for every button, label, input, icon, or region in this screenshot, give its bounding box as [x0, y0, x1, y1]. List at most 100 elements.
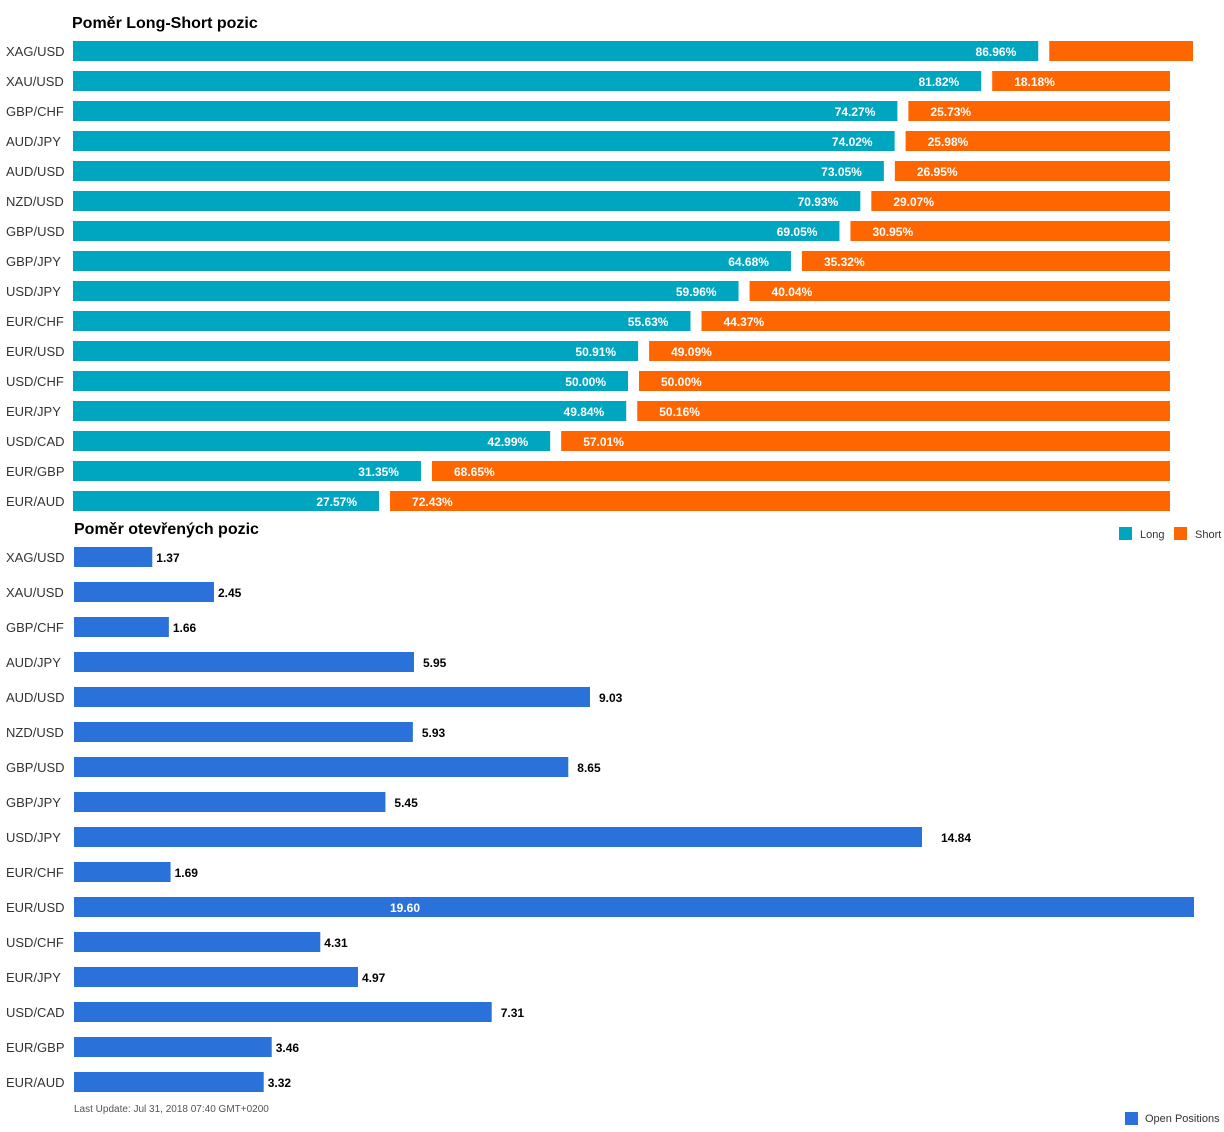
long-short-chart: XAG/USD 86.96% XAU/USD 81.82% 18.18% GBP/CHF 7… [6, 41, 1193, 511]
open-positions-value-label: 4.31 [324, 936, 348, 950]
op-category-label: GBP/USD [6, 760, 65, 775]
long-bar-usd-jpy [73, 281, 739, 301]
open-positions-value-label: 2.45 [218, 586, 242, 600]
short-value-label: 25.98% [928, 135, 969, 149]
long-value-label: 86.96% [976, 45, 1017, 59]
short-value-label: 68.65% [454, 465, 495, 479]
legend-label-long: Long [1140, 529, 1164, 541]
long-value-label: 59.96% [676, 285, 717, 299]
open-positions-chart: XAG/USD 1.37 XAU/USD 2.45 GBP/CHF 1.66 AUD/JPY… [6, 547, 1194, 1092]
open-positions-value-label: 5.45 [394, 796, 418, 810]
op-category-label: GBP/JPY [6, 795, 61, 810]
long-bar-aud-jpy [73, 131, 895, 151]
long-short-chart-title: Poměr Long-Short pozic [72, 15, 258, 32]
open-positions-value-label: 5.93 [422, 726, 446, 740]
short-bar-gbp-jpy [801, 251, 1170, 271]
ls-category-label: EUR/CHF [6, 314, 64, 329]
short-bar-xau-usd [992, 71, 1170, 91]
short-bar-gbp-usd [850, 221, 1170, 241]
short-bar-eur-jpy [637, 401, 1170, 421]
ls-category-label: XAU/USD [6, 74, 64, 89]
open-positions-value-label: 14.84 [941, 831, 971, 845]
op-category-label: EUR/USD [6, 900, 65, 915]
open-positions-bar-nzd-usd [74, 722, 413, 742]
short-bar-aud-usd [894, 161, 1170, 181]
long-value-label: 64.68% [728, 255, 769, 269]
long-value-label: 49.84% [564, 405, 605, 419]
short-bar-eur-aud [390, 491, 1171, 511]
open-positions-value-label: 9.03 [599, 691, 623, 705]
op-category-label: EUR/JPY [6, 970, 61, 985]
long-bar-eur-aud [73, 491, 380, 511]
open-positions-value-label: 3.32 [268, 1076, 292, 1090]
short-value-label: 50.16% [659, 405, 700, 419]
ls-category-label: EUR/JPY [6, 404, 61, 419]
short-bar-eur-gbp [431, 461, 1170, 481]
short-bar-nzd-usd [871, 191, 1170, 211]
op-category-label: EUR/GBP [6, 1040, 65, 1055]
short-bar-usd-jpy [749, 281, 1170, 301]
ls-category-label: EUR/AUD [6, 494, 65, 509]
long-bar-eur-jpy [73, 401, 627, 421]
open-positions-bar-usd-chf [74, 932, 321, 952]
short-value-label: 26.95% [917, 165, 958, 179]
short-bar-usd-cad [561, 431, 1170, 451]
long-bar-aud-usd [73, 161, 884, 181]
short-bar-usd-chf [639, 371, 1170, 391]
ls-category-label: GBP/USD [6, 224, 65, 239]
long-value-label: 81.82% [918, 75, 959, 89]
long-bar-gbp-chf [73, 101, 898, 121]
open-positions-bar-eur-gbp [74, 1037, 272, 1057]
open-positions-legend: Open Positions [1125, 1112, 1220, 1125]
short-value-label: 50.00% [661, 375, 702, 389]
open-positions-value-label: 5.95 [423, 656, 447, 670]
short-value-label: 49.09% [671, 345, 712, 359]
long-value-label: 50.00% [565, 375, 606, 389]
short-value-label: 72.43% [412, 495, 453, 509]
long-bar-xau-usd [73, 71, 982, 91]
ls-category-label: AUD/JPY [6, 134, 61, 149]
ls-category-label: GBP/CHF [6, 104, 64, 119]
short-bar-aud-jpy [905, 131, 1170, 151]
open-positions-bar-eur-chf [74, 862, 171, 882]
open-positions-bar-eur-jpy [74, 967, 358, 987]
open-positions-bar-gbp-chf [74, 617, 169, 637]
open-positions-bar-xag-usd [74, 547, 153, 567]
open-positions-value-label: 1.66 [173, 621, 197, 635]
op-category-label: EUR/CHF [6, 865, 64, 880]
open-positions-bar-gbp-usd [74, 757, 569, 777]
long-bar-eur-gbp [73, 461, 421, 481]
long-value-label: 74.27% [835, 105, 876, 119]
long-bar-xag-usd [73, 41, 1039, 61]
open-positions-value-label: 8.65 [577, 761, 601, 775]
short-value-label: 40.04% [772, 285, 813, 299]
legend-label-short: Short [1195, 529, 1221, 541]
long-value-label: 69.05% [777, 225, 818, 239]
open-positions-bar-xau-usd [74, 582, 214, 602]
op-category-label: XAU/USD [6, 585, 64, 600]
op-category-label: USD/JPY [6, 830, 61, 845]
short-value-label: 29.07% [893, 195, 934, 209]
open-positions-bar-eur-usd [74, 897, 1194, 917]
short-value-label: 18.18% [1014, 75, 1055, 89]
open-positions-value-label: 19.60 [390, 901, 420, 915]
legend-swatch-open-positions [1125, 1112, 1138, 1125]
long-value-label: 55.63% [628, 315, 669, 329]
open-positions-value-label: 4.97 [362, 971, 386, 985]
ls-category-label: EUR/GBP [6, 464, 65, 479]
short-bar-gbp-chf [908, 101, 1170, 121]
long-value-label: 70.93% [798, 195, 839, 209]
long-bar-gbp-usd [73, 221, 840, 241]
legend-label-open-positions: Open Positions [1145, 1113, 1220, 1125]
short-value-label: 25.73% [930, 105, 971, 119]
open-positions-bar-eur-aud [74, 1072, 264, 1092]
op-category-label: USD/CAD [6, 1005, 65, 1020]
open-positions-value-label: 7.31 [501, 1006, 525, 1020]
open-positions-bar-gbp-jpy [74, 792, 386, 812]
long-value-label: 74.02% [832, 135, 873, 149]
long-bar-usd-chf [73, 371, 628, 391]
long-bar-usd-cad [73, 431, 551, 451]
short-value-label: 35.32% [824, 255, 865, 269]
long-bar-nzd-usd [73, 191, 861, 211]
